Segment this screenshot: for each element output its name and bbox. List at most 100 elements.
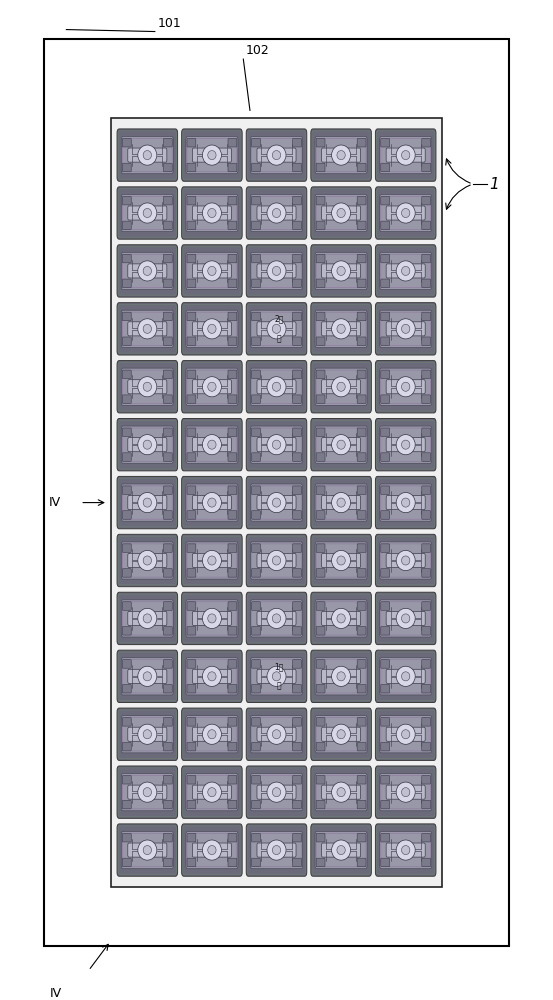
FancyBboxPatch shape (422, 395, 431, 403)
FancyBboxPatch shape (316, 428, 325, 437)
FancyBboxPatch shape (181, 766, 242, 818)
FancyBboxPatch shape (293, 660, 301, 668)
Ellipse shape (143, 382, 152, 391)
FancyBboxPatch shape (357, 800, 366, 809)
FancyBboxPatch shape (315, 716, 367, 753)
FancyBboxPatch shape (375, 476, 436, 529)
FancyBboxPatch shape (122, 858, 131, 867)
FancyBboxPatch shape (357, 602, 366, 610)
Ellipse shape (138, 319, 157, 339)
FancyBboxPatch shape (252, 511, 260, 519)
FancyBboxPatch shape (380, 426, 432, 463)
FancyBboxPatch shape (187, 511, 196, 519)
FancyBboxPatch shape (381, 221, 390, 230)
FancyBboxPatch shape (357, 163, 366, 172)
Ellipse shape (143, 614, 152, 623)
FancyBboxPatch shape (252, 337, 260, 345)
FancyBboxPatch shape (293, 196, 301, 205)
FancyBboxPatch shape (186, 426, 238, 463)
FancyBboxPatch shape (122, 602, 131, 610)
FancyBboxPatch shape (121, 194, 173, 232)
FancyBboxPatch shape (386, 206, 425, 220)
FancyBboxPatch shape (228, 511, 237, 519)
FancyBboxPatch shape (122, 395, 131, 403)
FancyBboxPatch shape (163, 742, 172, 751)
FancyBboxPatch shape (316, 858, 325, 867)
FancyBboxPatch shape (386, 785, 425, 799)
FancyBboxPatch shape (293, 221, 301, 230)
FancyBboxPatch shape (181, 303, 242, 355)
Bar (44, 39, 509, 946)
Ellipse shape (202, 666, 221, 686)
Ellipse shape (401, 266, 410, 275)
FancyBboxPatch shape (375, 766, 436, 818)
FancyBboxPatch shape (381, 337, 390, 345)
FancyBboxPatch shape (357, 684, 366, 693)
FancyBboxPatch shape (122, 312, 131, 321)
FancyBboxPatch shape (228, 660, 237, 668)
FancyBboxPatch shape (186, 658, 238, 695)
Text: 2口: 2口 (275, 314, 284, 323)
FancyBboxPatch shape (422, 486, 431, 494)
FancyBboxPatch shape (386, 727, 425, 741)
FancyBboxPatch shape (181, 824, 242, 876)
Ellipse shape (396, 377, 415, 397)
FancyBboxPatch shape (252, 428, 260, 437)
FancyBboxPatch shape (122, 337, 131, 345)
FancyBboxPatch shape (293, 627, 301, 635)
FancyBboxPatch shape (163, 312, 172, 321)
FancyBboxPatch shape (316, 660, 325, 668)
FancyBboxPatch shape (315, 426, 367, 463)
FancyBboxPatch shape (386, 669, 425, 683)
FancyBboxPatch shape (128, 264, 167, 278)
FancyBboxPatch shape (181, 361, 242, 413)
Ellipse shape (143, 730, 152, 739)
FancyBboxPatch shape (375, 187, 436, 239)
FancyBboxPatch shape (257, 380, 296, 394)
Ellipse shape (272, 788, 281, 797)
Ellipse shape (272, 730, 281, 739)
FancyBboxPatch shape (163, 800, 172, 809)
FancyBboxPatch shape (422, 163, 431, 172)
FancyBboxPatch shape (293, 833, 301, 842)
FancyBboxPatch shape (386, 380, 425, 394)
FancyBboxPatch shape (192, 611, 232, 625)
Text: 101: 101 (158, 17, 181, 30)
FancyBboxPatch shape (381, 511, 390, 519)
FancyBboxPatch shape (163, 544, 172, 552)
Ellipse shape (332, 261, 351, 281)
FancyBboxPatch shape (163, 221, 172, 230)
FancyBboxPatch shape (163, 833, 172, 842)
FancyBboxPatch shape (357, 511, 366, 519)
FancyBboxPatch shape (257, 611, 296, 625)
Ellipse shape (138, 666, 157, 686)
Ellipse shape (208, 614, 216, 623)
FancyBboxPatch shape (246, 592, 307, 645)
FancyBboxPatch shape (316, 684, 325, 693)
FancyBboxPatch shape (228, 486, 237, 494)
FancyBboxPatch shape (122, 569, 131, 577)
Ellipse shape (332, 608, 351, 628)
Ellipse shape (401, 382, 410, 391)
FancyBboxPatch shape (311, 708, 372, 760)
FancyBboxPatch shape (381, 858, 390, 867)
FancyBboxPatch shape (381, 833, 390, 842)
FancyBboxPatch shape (357, 312, 366, 321)
FancyBboxPatch shape (381, 254, 390, 263)
FancyBboxPatch shape (252, 453, 260, 461)
Ellipse shape (337, 556, 345, 565)
FancyBboxPatch shape (181, 592, 242, 645)
FancyBboxPatch shape (357, 221, 366, 230)
FancyBboxPatch shape (316, 776, 325, 784)
FancyBboxPatch shape (321, 843, 361, 857)
FancyBboxPatch shape (228, 337, 237, 345)
FancyBboxPatch shape (252, 196, 260, 205)
Ellipse shape (396, 666, 415, 686)
FancyBboxPatch shape (293, 684, 301, 693)
Ellipse shape (208, 440, 216, 449)
FancyBboxPatch shape (128, 785, 167, 799)
FancyBboxPatch shape (192, 438, 232, 452)
FancyBboxPatch shape (422, 660, 431, 668)
FancyBboxPatch shape (293, 511, 301, 519)
FancyBboxPatch shape (257, 438, 296, 452)
